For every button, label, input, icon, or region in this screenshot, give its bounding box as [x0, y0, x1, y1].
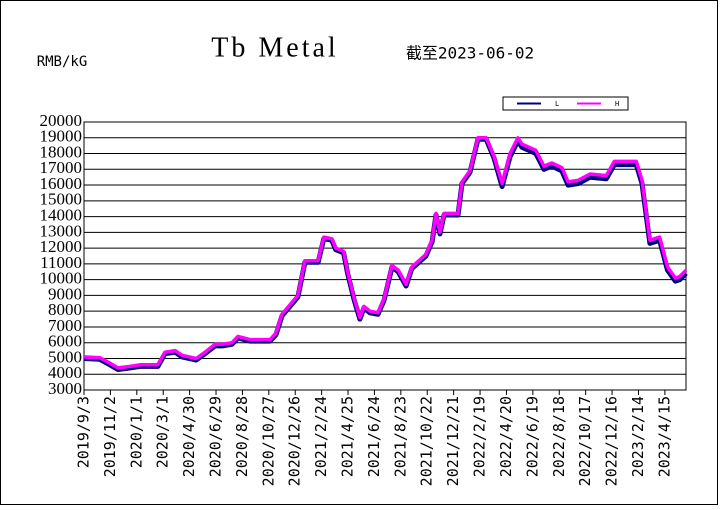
x-tick-label: 2019/9/3	[75, 396, 93, 468]
y-tick-label: 10000	[40, 269, 83, 288]
y-tick-label: 14000	[40, 205, 83, 224]
x-tick-label: 2020/8/28	[233, 396, 251, 477]
x-tick-label: 2020/6/29	[207, 396, 225, 477]
x-tick-label: 2021/12/21	[444, 396, 462, 486]
y-tick-label: 8000	[48, 300, 82, 319]
x-tick-label: 2022/4/20	[497, 396, 515, 477]
y-tick-label: 5000	[48, 347, 82, 366]
y-axis-label: RMB/kG	[37, 54, 88, 70]
y-tick-label: 15000	[40, 190, 83, 209]
y-tick-label: 12000	[40, 237, 83, 256]
y-tick-label: 9000	[48, 284, 82, 303]
legend-label: H	[615, 100, 619, 108]
y-tick-label: 20000	[40, 111, 83, 130]
x-tick-label: 2020/10/27	[259, 396, 277, 486]
x-tick-label: 2019/11/2	[101, 396, 119, 477]
x-tick-label: 2023/2/14	[629, 396, 647, 477]
x-tick-label: 2022/12/16	[603, 396, 621, 486]
y-tick-label: 16000	[40, 174, 83, 193]
series-line	[83, 136, 688, 370]
x-tick-label: 2021/8/23	[391, 396, 409, 477]
y-tick-label: 6000	[48, 332, 82, 351]
y-tick-label: 11000	[40, 253, 82, 272]
plot-border	[83, 121, 687, 391]
y-tick-label: 4000	[48, 363, 82, 382]
y-tick-label: 3000	[48, 379, 82, 398]
y-tick-label: 7000	[48, 316, 82, 335]
x-tick-label: 2021/6/24	[365, 396, 383, 477]
x-tick-label: 2023/4/15	[655, 396, 673, 477]
legend-label: L	[555, 100, 559, 108]
x-tick-label: 2020/1/1	[127, 396, 145, 468]
y-tick-label: 13000	[40, 221, 83, 240]
legend	[502, 96, 629, 111]
x-tick-label: 2020/4/30	[180, 396, 198, 477]
x-tick-label: 2021/2/24	[312, 396, 330, 477]
x-tick-label: 2022/6/19	[523, 396, 541, 477]
x-tick-label: 2022/2/19	[471, 396, 489, 477]
x-tick-label: 2022/8/18	[550, 396, 568, 477]
chart-subtitle: 截至2023-06-02	[406, 44, 534, 63]
x-tick-label: 2020/3/1	[154, 396, 172, 468]
y-tick-label: 18000	[40, 142, 83, 161]
x-tick-label: 2020/12/26	[286, 396, 304, 486]
y-tick-label: 19000	[40, 127, 83, 146]
x-tick-label: 2022/10/17	[576, 396, 594, 486]
y-tick-label: 17000	[40, 158, 83, 177]
x-tick-label: 2021/10/22	[418, 396, 436, 486]
x-tick-label: 2021/4/25	[339, 396, 357, 477]
chart-title: Tb Metal	[211, 32, 338, 63]
